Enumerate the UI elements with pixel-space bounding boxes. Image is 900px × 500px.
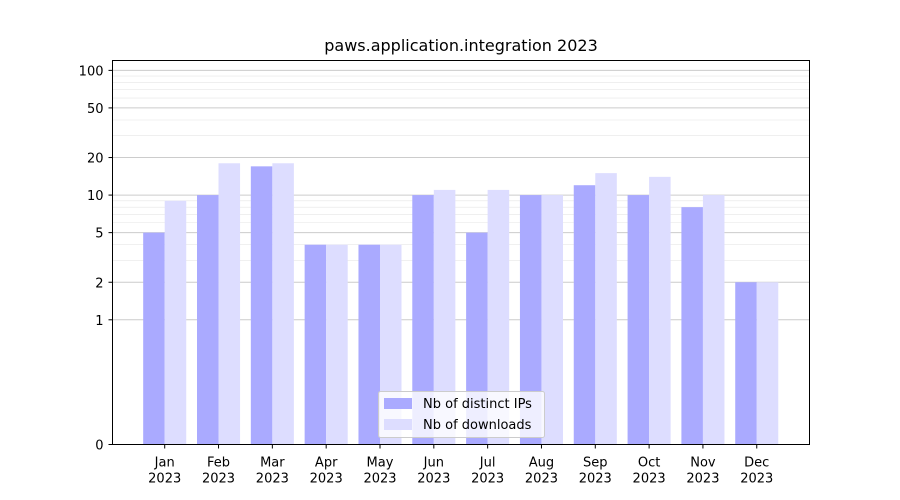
x-tick-label-month: Oct <box>638 456 660 471</box>
x-tick-label-month: May <box>367 456 394 471</box>
x-tick-label-year: 2023 <box>256 472 289 487</box>
x-tick-label-month: Nov <box>690 456 716 471</box>
y-tick-label: 5 <box>95 227 103 242</box>
bar-distinct-ips <box>681 207 703 445</box>
bar-downloads <box>326 244 348 445</box>
legend-label: Nb of downloads <box>423 418 532 433</box>
bar-distinct-ips <box>143 232 165 445</box>
legend-box <box>378 391 545 438</box>
x-tick-label-month: Dec <box>744 456 769 471</box>
bar-distinct-ips <box>519 195 542 445</box>
x-tick-label-month: Mar <box>260 456 285 471</box>
x-tick-label-year: 2023 <box>417 472 450 487</box>
legend-label: Nb of distinct IPs <box>423 397 532 412</box>
y-tick-label: 20 <box>87 152 104 167</box>
y-tick-label: 2 <box>95 276 103 291</box>
bar-distinct-ips <box>250 166 273 445</box>
x-tick-label-year: 2023 <box>525 472 558 487</box>
x-tick-label-year: 2023 <box>363 472 396 487</box>
bar-downloads <box>487 189 510 445</box>
x-tick-label-year: 2023 <box>740 472 773 487</box>
x-tick-label-year: 2023 <box>471 472 504 487</box>
y-tick-label: 1 <box>95 314 103 329</box>
x-tick-label-month: Jun <box>423 456 444 471</box>
bar-downloads <box>702 195 725 445</box>
x-tick-label-year: 2023 <box>148 472 181 487</box>
x-tick-label-month: Sep <box>583 456 608 471</box>
y-tick-label: 50 <box>87 102 104 117</box>
x-tick-label-year: 2023 <box>633 472 666 487</box>
bar-downloads <box>433 189 456 445</box>
y-tick-label: 10 <box>87 189 104 204</box>
bar-distinct-ips <box>627 195 650 445</box>
bar-downloads <box>164 200 187 445</box>
legend: Nb of distinct IPs Nb of downloads <box>378 391 545 438</box>
x-tick-label-month: Jan <box>154 456 175 471</box>
bar-downloads <box>756 282 779 445</box>
y-tick-label: 100 <box>79 64 104 79</box>
bar-distinct-ips <box>358 244 380 445</box>
chart-title: paws.application.integration 2023 <box>324 36 598 55</box>
bar-distinct-ips <box>197 195 219 445</box>
plot-frame <box>112 60 810 445</box>
x-tick-label-month: Jul <box>479 456 496 471</box>
bar-distinct-ips <box>412 195 434 445</box>
legend-swatch <box>384 419 412 430</box>
bar-downloads <box>218 163 241 445</box>
x-tick-label-year: 2023 <box>310 472 343 487</box>
bar-distinct-ips <box>735 282 757 445</box>
bar-downloads <box>649 176 671 445</box>
x-tick-label-month: Apr <box>315 456 338 471</box>
x-tick-label-year: 2023 <box>202 472 235 487</box>
bar-downloads <box>595 173 617 445</box>
x-axis-ticks: Jan2023Feb2023Mar2023Apr2023May2023Jun20… <box>148 444 773 487</box>
x-tick-label-month: Feb <box>207 456 230 471</box>
legend-swatch <box>384 398 412 409</box>
bar-distinct-ips <box>573 185 596 445</box>
bars <box>143 163 779 445</box>
bar-downloads <box>541 195 563 445</box>
y-tick-label: 0 <box>95 439 103 454</box>
x-tick-label-month: Aug <box>529 456 554 471</box>
x-tick-label-year: 2023 <box>686 472 719 487</box>
y-axis-ticks: 0 1 2 5 10 20 50 100 <box>79 64 113 454</box>
bar-distinct-ips <box>304 244 327 445</box>
bar-downloads <box>272 163 294 445</box>
x-tick-label-year: 2023 <box>579 472 612 487</box>
